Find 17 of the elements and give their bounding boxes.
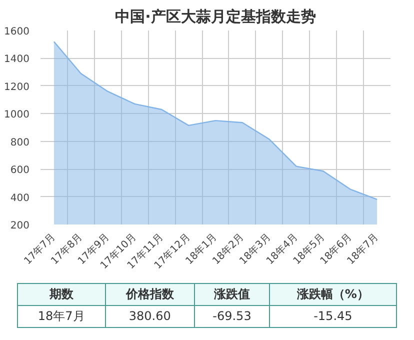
text: 期数 [18,284,106,306]
y-tick-label: 800 [10,137,30,148]
y-tick-label: 1000 [4,110,30,121]
text: 涨跌幅（%） [269,284,396,306]
chart-title: 中国·产区大蒜月定基指数走势 [115,8,316,26]
y-tick-label: 600 [10,165,30,176]
y-tick-label: 400 [10,192,30,204]
text: 涨跌值 [194,284,270,306]
y-tick-label: 200 [10,220,30,232]
text: -69.53 [194,306,270,328]
text: 380.60 [105,306,195,328]
y-tick-label: 1400 [4,54,30,66]
text: -15.45 [269,306,396,328]
y-tick-label: 1600 [4,26,30,38]
text: 18年7月 [18,306,106,328]
y-tick-label: 1200 [4,82,30,93]
text: 价格指数 [105,284,195,306]
